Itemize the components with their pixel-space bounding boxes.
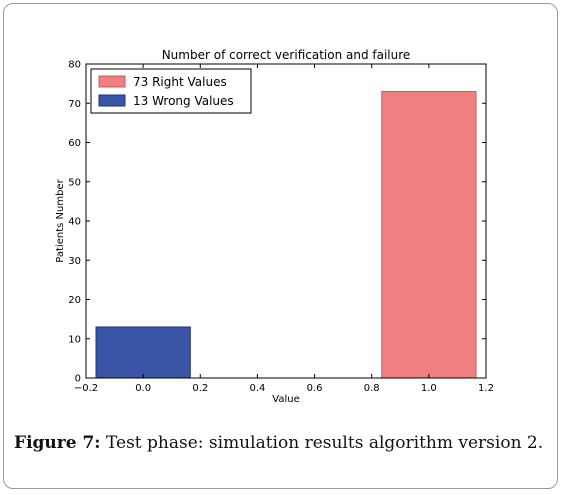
chart-title: Number of correct verification and failu… [162, 48, 411, 62]
legend-label: 13 Wrong Values [133, 94, 234, 108]
x-tick-label: 0.6 [307, 383, 323, 394]
x-tick-label: 0.2 [192, 383, 208, 394]
legend: 73 Right Values 13 Wrong Values [90, 68, 252, 114]
y-tick-label: 0 [75, 374, 81, 385]
legend-swatch [98, 75, 126, 88]
figure-caption: Figure 7: Test phase: simulation results… [14, 433, 544, 453]
figure-label: Figure 7: [14, 433, 101, 453]
y-tick-label: 80 [68, 60, 81, 71]
y-axis-title: Patients Number [55, 178, 66, 262]
bars [95, 90, 477, 379]
y-tick-label: 60 [68, 138, 81, 149]
x-tick-label: 1.2 [478, 383, 494, 394]
bar-wrong-values [95, 326, 191, 379]
y-tick-label: 10 [68, 334, 81, 345]
caption-text: Test phase: simulation results algorithm… [105, 433, 544, 453]
chart: Number of correct verification and failu… [55, 48, 494, 405]
y-tick-label: 70 [68, 99, 81, 110]
x-tick-label: −0.2 [74, 383, 98, 394]
x-tick-label: 1.0 [421, 383, 437, 394]
x-axis-title: Value [272, 394, 299, 405]
y-tick-label: 40 [68, 217, 81, 228]
legend-label: 73 Right Values [133, 75, 227, 89]
x-tick-label: 0.4 [249, 383, 265, 394]
y-axis: 0 10 20 30 40 50 60 70 80 [68, 60, 486, 385]
y-tick-label: 20 [68, 295, 81, 306]
y-tick-label: 50 [68, 177, 81, 188]
bar-right-values [381, 90, 477, 379]
legend-swatch [98, 94, 126, 107]
x-tick-label: 0.8 [364, 383, 380, 394]
x-tick-label: 0.0 [135, 383, 151, 394]
y-tick-label: 30 [68, 256, 81, 267]
x-axis: −0.2 0.0 0.2 0.4 0.6 0.8 1.0 1.2 [74, 64, 494, 394]
